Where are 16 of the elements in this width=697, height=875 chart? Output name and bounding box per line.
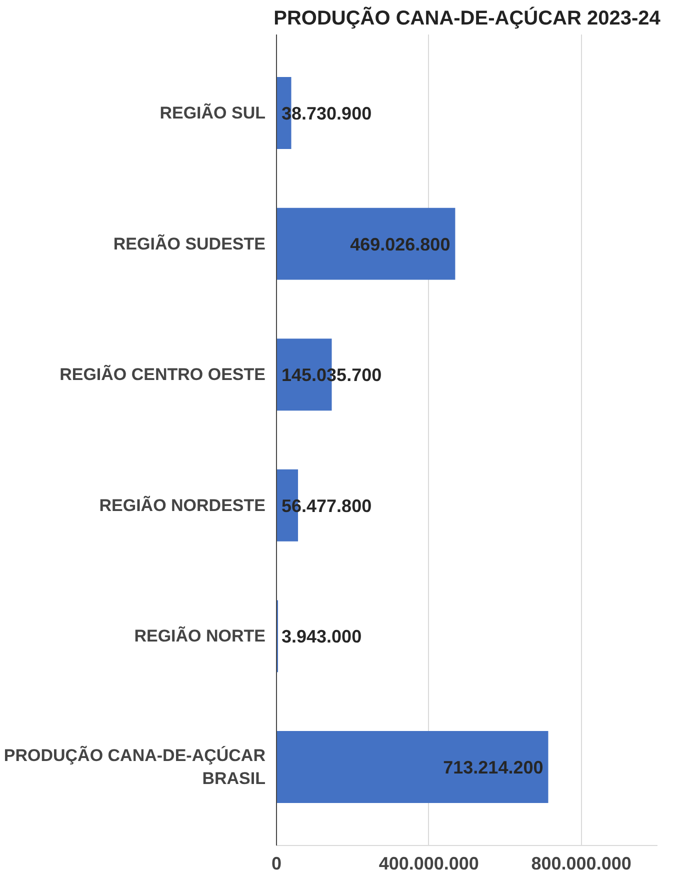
y-tick-label: REGIÃO SUL: [160, 102, 266, 122]
bar: [276, 731, 548, 803]
data-label: 3.943.000: [282, 626, 362, 647]
y-tick-label: REGIÃO NORTE: [134, 626, 266, 646]
data-label: 145.035.700: [282, 365, 382, 386]
chart-title: PRODUÇÃO CANA-DE-AÇÚCAR 2023-24: [274, 6, 662, 30]
y-tick-label: REGIÃO NORDESTE: [99, 494, 266, 515]
bar: [276, 208, 456, 280]
y-tick-label: REGIÃO SUDESTE: [113, 233, 266, 254]
y-tick-label: REGIÃO CENTRO OESTE: [60, 364, 266, 384]
y-tick-label: PRODUÇÃO CANA-DE-AÇÚCAR BRASIL: [4, 745, 266, 788]
x-tick-label: 400.000.000: [378, 854, 479, 874]
data-label: 469.026.800: [350, 234, 450, 254]
x-tick-label: 800.000.000: [531, 854, 632, 874]
data-label: 713.214.200: [443, 758, 544, 778]
x-tick-label: 0: [271, 854, 282, 874]
